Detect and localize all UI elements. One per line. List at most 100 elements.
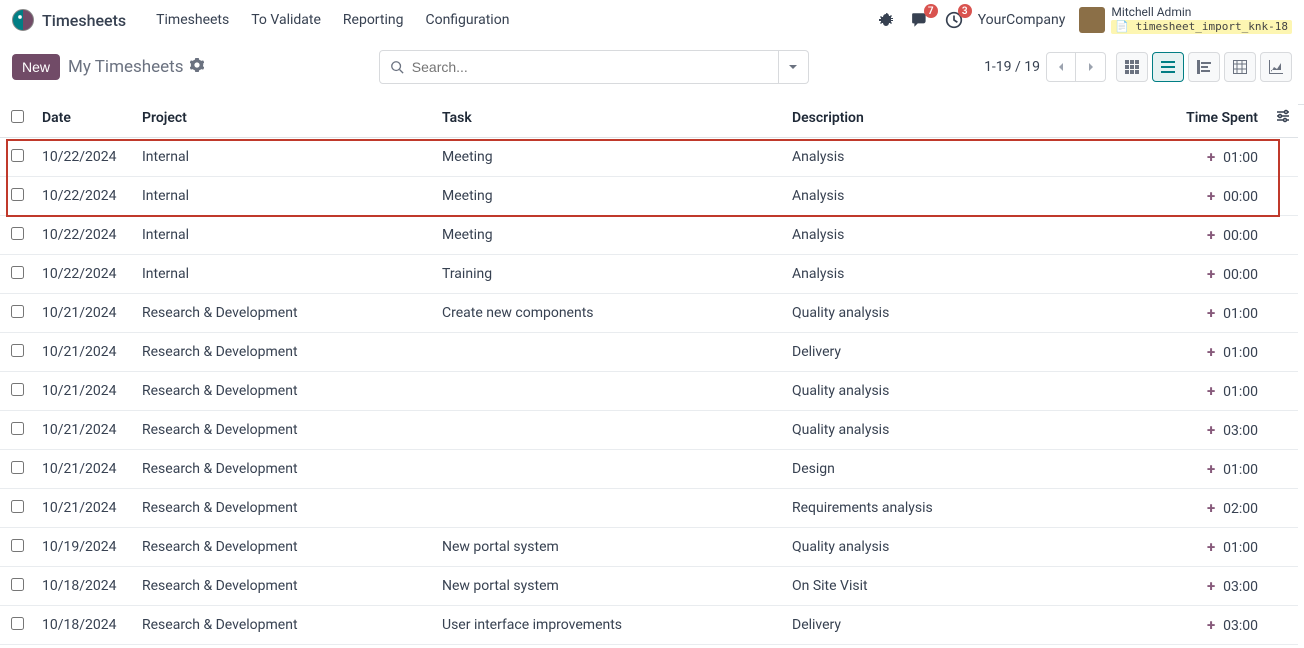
- timer-plus-icon[interactable]: +: [1207, 421, 1215, 439]
- cell-project[interactable]: Research & Development: [134, 411, 434, 450]
- company-selector[interactable]: YourCompany: [978, 12, 1066, 28]
- cell-project[interactable]: Internal: [134, 138, 434, 177]
- cell-project[interactable]: Research & Development: [134, 567, 434, 606]
- row-checkbox[interactable]: [11, 617, 24, 630]
- table-row[interactable]: 10/21/2024 Research & Development Design…: [0, 450, 1298, 489]
- cell-time-spent[interactable]: +01:00: [1166, 138, 1266, 177]
- search-input[interactable]: [412, 59, 768, 75]
- cell-description[interactable]: Quality analysis: [784, 528, 1166, 567]
- table-row[interactable]: 10/21/2024 Research & Development Delive…: [0, 333, 1298, 372]
- header-description[interactable]: Description: [784, 99, 1166, 138]
- cell-description[interactable]: Analysis: [784, 177, 1166, 216]
- timer-plus-icon[interactable]: +: [1207, 382, 1215, 400]
- nav-item-configuration[interactable]: Configuration: [425, 12, 509, 28]
- view-pivot-button[interactable]: [1224, 52, 1256, 82]
- cell-project[interactable]: Internal: [134, 216, 434, 255]
- table-row[interactable]: 10/22/2024 Internal Meeting Analysis +00…: [0, 216, 1298, 255]
- cell-description[interactable]: Analysis: [784, 216, 1166, 255]
- pager-next-button[interactable]: [1076, 52, 1106, 82]
- cell-project[interactable]: Research & Development: [134, 372, 434, 411]
- timer-plus-icon[interactable]: +: [1207, 538, 1215, 556]
- table-row[interactable]: 10/21/2024 Research & Development Qualit…: [0, 372, 1298, 411]
- activities-icon[interactable]: 3: [944, 10, 964, 30]
- cell-description[interactable]: Quality analysis: [784, 294, 1166, 333]
- timer-plus-icon[interactable]: +: [1207, 265, 1215, 283]
- cell-time-spent[interactable]: +03:00: [1166, 411, 1266, 450]
- table-row[interactable]: 10/18/2024 Research & Development New po…: [0, 567, 1298, 606]
- cell-date[interactable]: 10/18/2024: [34, 567, 134, 606]
- table-row[interactable]: 10/18/2024 Research & Development User i…: [0, 606, 1298, 645]
- row-checkbox[interactable]: [11, 149, 24, 162]
- cell-task[interactable]: Create new components: [434, 294, 784, 333]
- timer-plus-icon[interactable]: +: [1207, 148, 1215, 166]
- optional-columns-icon[interactable]: [1276, 111, 1290, 127]
- cell-date[interactable]: 10/21/2024: [34, 411, 134, 450]
- cell-task[interactable]: Meeting: [434, 138, 784, 177]
- cell-project[interactable]: Research & Development: [134, 294, 434, 333]
- table-row[interactable]: 10/22/2024 Internal Meeting Analysis +00…: [0, 177, 1298, 216]
- cell-date[interactable]: 10/18/2024: [34, 606, 134, 645]
- cell-date[interactable]: 10/19/2024: [34, 528, 134, 567]
- row-checkbox[interactable]: [11, 227, 24, 240]
- cell-task[interactable]: Meeting: [434, 216, 784, 255]
- cell-time-spent[interactable]: +01:00: [1166, 333, 1266, 372]
- cell-description[interactable]: Quality analysis: [784, 372, 1166, 411]
- cell-date[interactable]: 10/22/2024: [34, 138, 134, 177]
- cell-description[interactable]: Quality analysis: [784, 411, 1166, 450]
- header-time-spent[interactable]: Time Spent: [1166, 99, 1266, 138]
- cell-task[interactable]: New portal system: [434, 567, 784, 606]
- new-button[interactable]: New: [12, 54, 60, 80]
- table-row[interactable]: 10/21/2024 Research & Development Requir…: [0, 489, 1298, 528]
- cell-task[interactable]: Training: [434, 255, 784, 294]
- cell-date[interactable]: 10/22/2024: [34, 216, 134, 255]
- view-graph-button[interactable]: [1260, 52, 1292, 82]
- cell-project[interactable]: Research & Development: [134, 528, 434, 567]
- timer-plus-icon[interactable]: +: [1207, 187, 1215, 205]
- row-checkbox[interactable]: [11, 266, 24, 279]
- app-name[interactable]: Timesheets: [42, 11, 126, 30]
- header-project[interactable]: Project: [134, 99, 434, 138]
- cell-task[interactable]: Meeting: [434, 177, 784, 216]
- cell-time-spent[interactable]: +01:00: [1166, 372, 1266, 411]
- cell-task[interactable]: [434, 489, 784, 528]
- timer-plus-icon[interactable]: +: [1207, 577, 1215, 595]
- cell-time-spent[interactable]: +03:00: [1166, 567, 1266, 606]
- nav-item-reporting[interactable]: Reporting: [343, 12, 404, 28]
- table-container[interactable]: Date Project Task Description Time Spent…: [0, 99, 1304, 648]
- cell-date[interactable]: 10/21/2024: [34, 489, 134, 528]
- header-date[interactable]: Date: [34, 99, 134, 138]
- pager-prev-button[interactable]: [1046, 52, 1076, 82]
- cell-task[interactable]: New portal system: [434, 528, 784, 567]
- cell-description[interactable]: Requirements analysis: [784, 489, 1166, 528]
- table-row[interactable]: 10/22/2024 Internal Training Analysis +0…: [0, 255, 1298, 294]
- cell-time-spent[interactable]: +01:00: [1166, 528, 1266, 567]
- row-checkbox[interactable]: [11, 305, 24, 318]
- cell-description[interactable]: Delivery: [784, 606, 1166, 645]
- row-checkbox[interactable]: [11, 344, 24, 357]
- view-kanban-button[interactable]: [1116, 52, 1148, 82]
- cell-date[interactable]: 10/21/2024: [34, 294, 134, 333]
- cell-time-spent[interactable]: +00:00: [1166, 255, 1266, 294]
- cell-task[interactable]: [434, 411, 784, 450]
- view-gantt-button[interactable]: [1188, 52, 1220, 82]
- cell-date[interactable]: 10/21/2024: [34, 372, 134, 411]
- cell-project[interactable]: Research & Development: [134, 606, 434, 645]
- messaging-icon[interactable]: 7: [910, 10, 930, 30]
- row-checkbox[interactable]: [11, 578, 24, 591]
- cell-task[interactable]: [434, 333, 784, 372]
- cell-time-spent[interactable]: +00:00: [1166, 177, 1266, 216]
- cell-project[interactable]: Research & Development: [134, 489, 434, 528]
- cell-project[interactable]: Research & Development: [134, 450, 434, 489]
- cell-project[interactable]: Internal: [134, 177, 434, 216]
- cell-time-spent[interactable]: +02:00: [1166, 489, 1266, 528]
- cell-task[interactable]: [434, 372, 784, 411]
- timer-plus-icon[interactable]: +: [1207, 343, 1215, 361]
- timer-plus-icon[interactable]: +: [1207, 460, 1215, 478]
- cell-description[interactable]: Design: [784, 450, 1166, 489]
- cell-description[interactable]: On Site Visit: [784, 567, 1166, 606]
- table-row[interactable]: 10/21/2024 Research & Development Create…: [0, 294, 1298, 333]
- cell-description[interactable]: Analysis: [784, 255, 1166, 294]
- cell-date[interactable]: 10/21/2024: [34, 333, 134, 372]
- cell-time-spent[interactable]: +01:00: [1166, 450, 1266, 489]
- timer-plus-icon[interactable]: +: [1207, 304, 1215, 322]
